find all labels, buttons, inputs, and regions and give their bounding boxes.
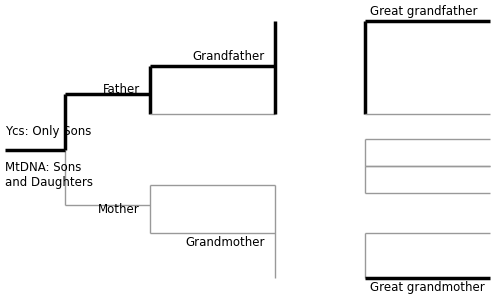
Text: Grandfather: Grandfather: [193, 50, 265, 63]
Text: Father: Father: [102, 83, 140, 96]
Text: Great grandfather: Great grandfather: [370, 5, 478, 18]
Text: MtDNA: Sons
and Daughters: MtDNA: Sons and Daughters: [5, 161, 93, 190]
Text: Mother: Mother: [98, 203, 140, 216]
Text: Ycs: Only Sons: Ycs: Only Sons: [5, 125, 92, 138]
Text: Great grandmother: Great grandmother: [370, 281, 485, 294]
Text: Grandmother: Grandmother: [186, 236, 265, 249]
